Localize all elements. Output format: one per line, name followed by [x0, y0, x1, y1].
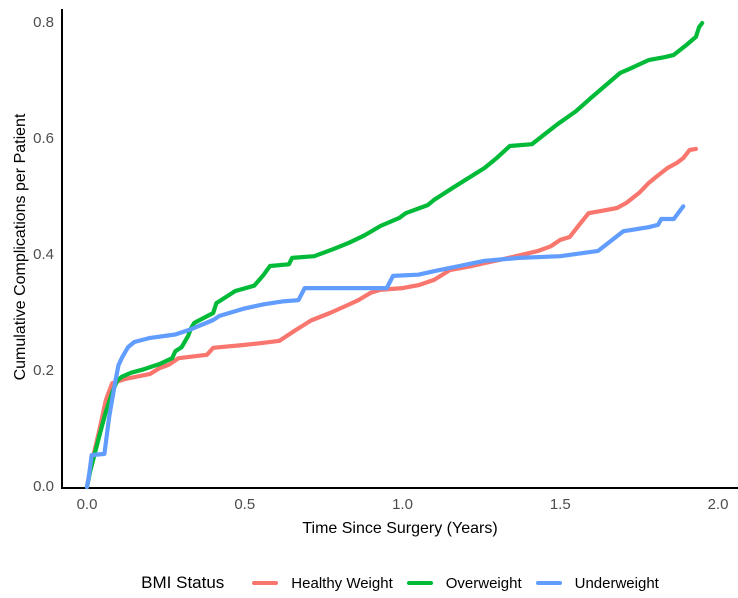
- x-tick-label: 1.5: [549, 496, 571, 513]
- legend-item-healthy-weight: Healthy Weight: [252, 574, 393, 592]
- x-tick-label: 1.0: [392, 496, 413, 513]
- legend-label-underweight: Underweight: [574, 574, 659, 592]
- series-line-underweight: [84, 204, 686, 490]
- y-tick-label: 0.0: [33, 478, 54, 495]
- x-axis-title: Time Since Surgery (Years): [302, 520, 498, 537]
- legend: BMI Status Healthy Weight Overweight Under…: [62, 569, 738, 597]
- legend-key-overweight-icon: [406, 581, 433, 585]
- legend-item-overweight: Overweight: [406, 574, 522, 592]
- legend-key-healthy-weight-icon: [252, 581, 279, 585]
- legend-label-healthy-weight: Healthy Weight: [291, 574, 393, 592]
- legend-item-underweight: Underweight: [535, 574, 659, 592]
- legend-label-overweight: Overweight: [445, 574, 522, 592]
- legend-title: BMI Status: [141, 573, 225, 592]
- series-line-healthy-weight: [84, 146, 699, 490]
- x-tick-label: 0.0: [76, 496, 98, 513]
- x-tick-label: 2.0: [707, 496, 729, 513]
- y-tick-label: 0.8: [33, 14, 54, 31]
- y-tick-label: 0.2: [33, 362, 54, 379]
- legend-key-underweight-icon: [535, 581, 562, 585]
- legend-items: Healthy Weight Overweight Underweight: [238, 575, 659, 592]
- x-tick-label: 0.5: [234, 496, 256, 513]
- y-tick-label: 0.6: [33, 130, 54, 147]
- series-line-overweight: [84, 20, 705, 490]
- y-tick-label: 0.4: [33, 246, 54, 263]
